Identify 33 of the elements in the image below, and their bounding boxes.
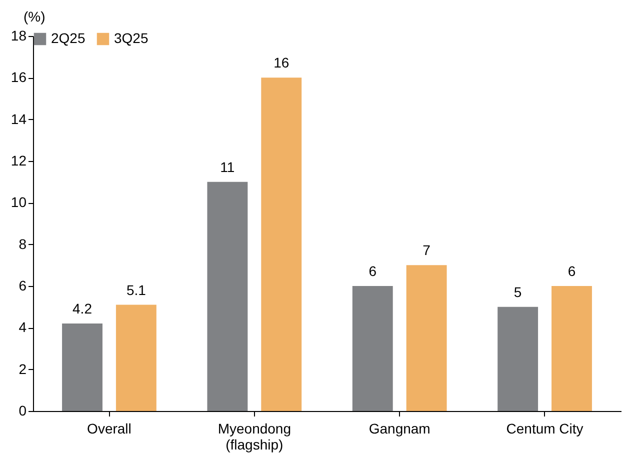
data-label: 6 [368,263,377,279]
data-label: 7 [422,242,431,258]
y-tick-label: 12 [10,152,27,168]
data-label: 11 [220,158,235,175]
data-label: 5 [514,284,522,300]
y-tick-label: 2 [18,360,27,377]
bar [352,286,393,411]
legend-label: 2Q25 [51,30,86,46]
bar [552,286,592,411]
x-tick-label: Overall [87,420,132,436]
data-label: 4.2 [72,300,92,316]
data-label: 5.1 [126,282,146,298]
bar [207,182,248,411]
y-tick-label: 16 [10,69,27,86]
legend-label: 3Q25 [114,30,148,46]
y-tick-label: 8 [18,236,27,252]
y-tick-label: 0 [18,402,27,418]
y-tick-label: 10 [10,194,27,210]
x-tick-label: Myeondong (flagship) [218,420,291,452]
data-label: 16 [274,54,290,71]
y-tick-label: 14 [10,110,27,127]
x-tick-label: Centum City [506,420,584,436]
y-tick-label: 6 [18,278,27,294]
y-tick-label: 18 [10,28,27,44]
bar [116,304,156,411]
bar [498,306,538,411]
bar [406,265,447,411]
data-label: 6 [568,263,576,279]
y-axis-title: (%) [24,8,46,24]
y-tick-label: 4 [18,319,27,336]
bar [62,324,102,411]
bar [261,78,302,411]
x-tick-label: Gangnam [368,420,430,436]
